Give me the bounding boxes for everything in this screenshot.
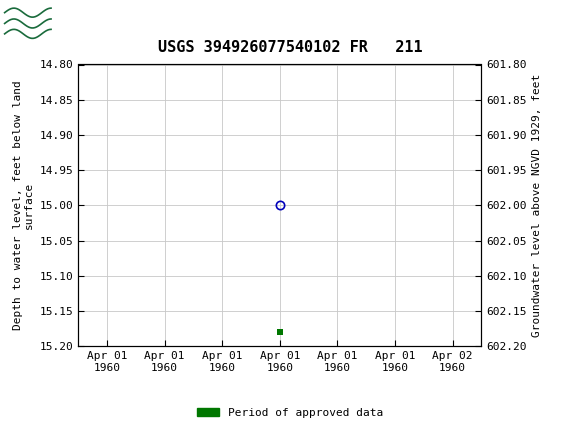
Bar bbox=[3, 3, 52, 42]
Text: USGS 394926077540102 FR   211: USGS 394926077540102 FR 211 bbox=[158, 40, 422, 55]
Text: USGS: USGS bbox=[58, 14, 113, 31]
Legend: Period of approved data: Period of approved data bbox=[193, 403, 387, 422]
Y-axis label: Groundwater level above NGVD 1929, feet: Groundwater level above NGVD 1929, feet bbox=[532, 74, 542, 337]
Y-axis label: Depth to water level, feet below land
surface: Depth to water level, feet below land su… bbox=[13, 80, 34, 330]
